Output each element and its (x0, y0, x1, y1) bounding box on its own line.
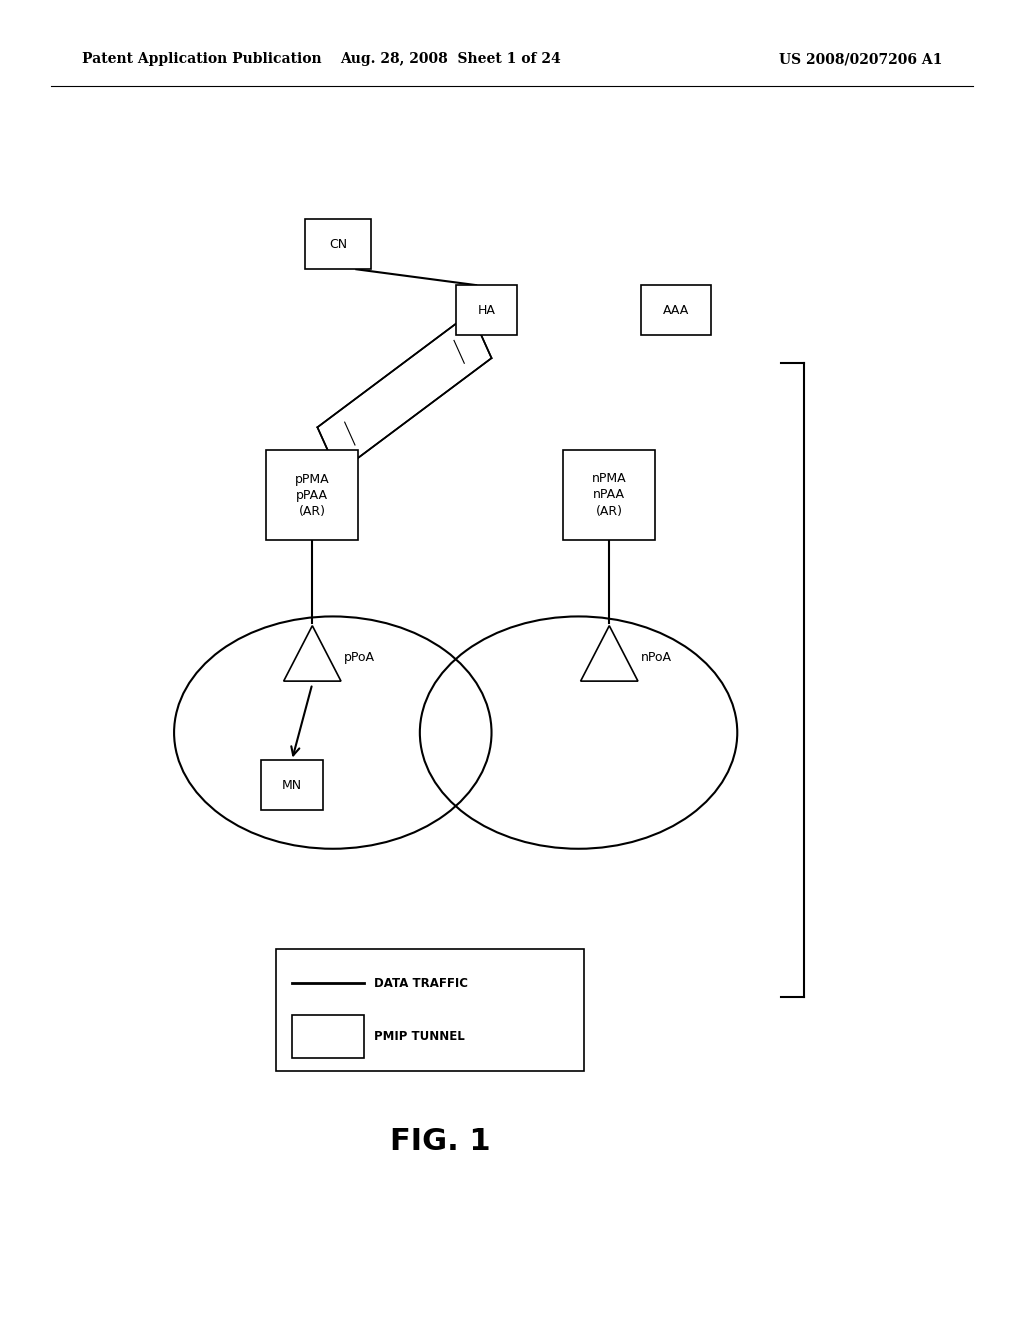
Text: CN: CN (329, 238, 347, 251)
Text: Aug. 28, 2008  Sheet 1 of 24: Aug. 28, 2008 Sheet 1 of 24 (340, 53, 561, 66)
Bar (563, 450, 655, 540)
Polygon shape (581, 626, 638, 681)
Bar (641, 285, 711, 335)
Text: DATA TRAFFIC: DATA TRAFFIC (374, 977, 468, 990)
Bar (456, 285, 517, 335)
Text: MN: MN (282, 779, 302, 792)
Text: HA: HA (477, 304, 496, 317)
Text: pPMA
pPAA
(AR): pPMA pPAA (AR) (295, 473, 330, 517)
Text: US 2008/0207206 A1: US 2008/0207206 A1 (778, 53, 942, 66)
Text: AAA: AAA (663, 304, 689, 317)
Bar (305, 219, 371, 269)
Polygon shape (317, 313, 492, 473)
Text: nPoA: nPoA (641, 651, 672, 664)
Text: PMIP TUNNEL: PMIP TUNNEL (374, 1030, 465, 1043)
Bar (292, 1015, 364, 1057)
Text: FIG. 1: FIG. 1 (390, 1127, 490, 1156)
Bar (276, 949, 584, 1071)
Polygon shape (284, 626, 341, 681)
Bar (266, 450, 358, 540)
Text: nPMA
nPAA
(AR): nPMA nPAA (AR) (592, 473, 627, 517)
Bar (261, 760, 323, 810)
Text: pPoA: pPoA (344, 651, 375, 664)
Text: Patent Application Publication: Patent Application Publication (82, 53, 322, 66)
